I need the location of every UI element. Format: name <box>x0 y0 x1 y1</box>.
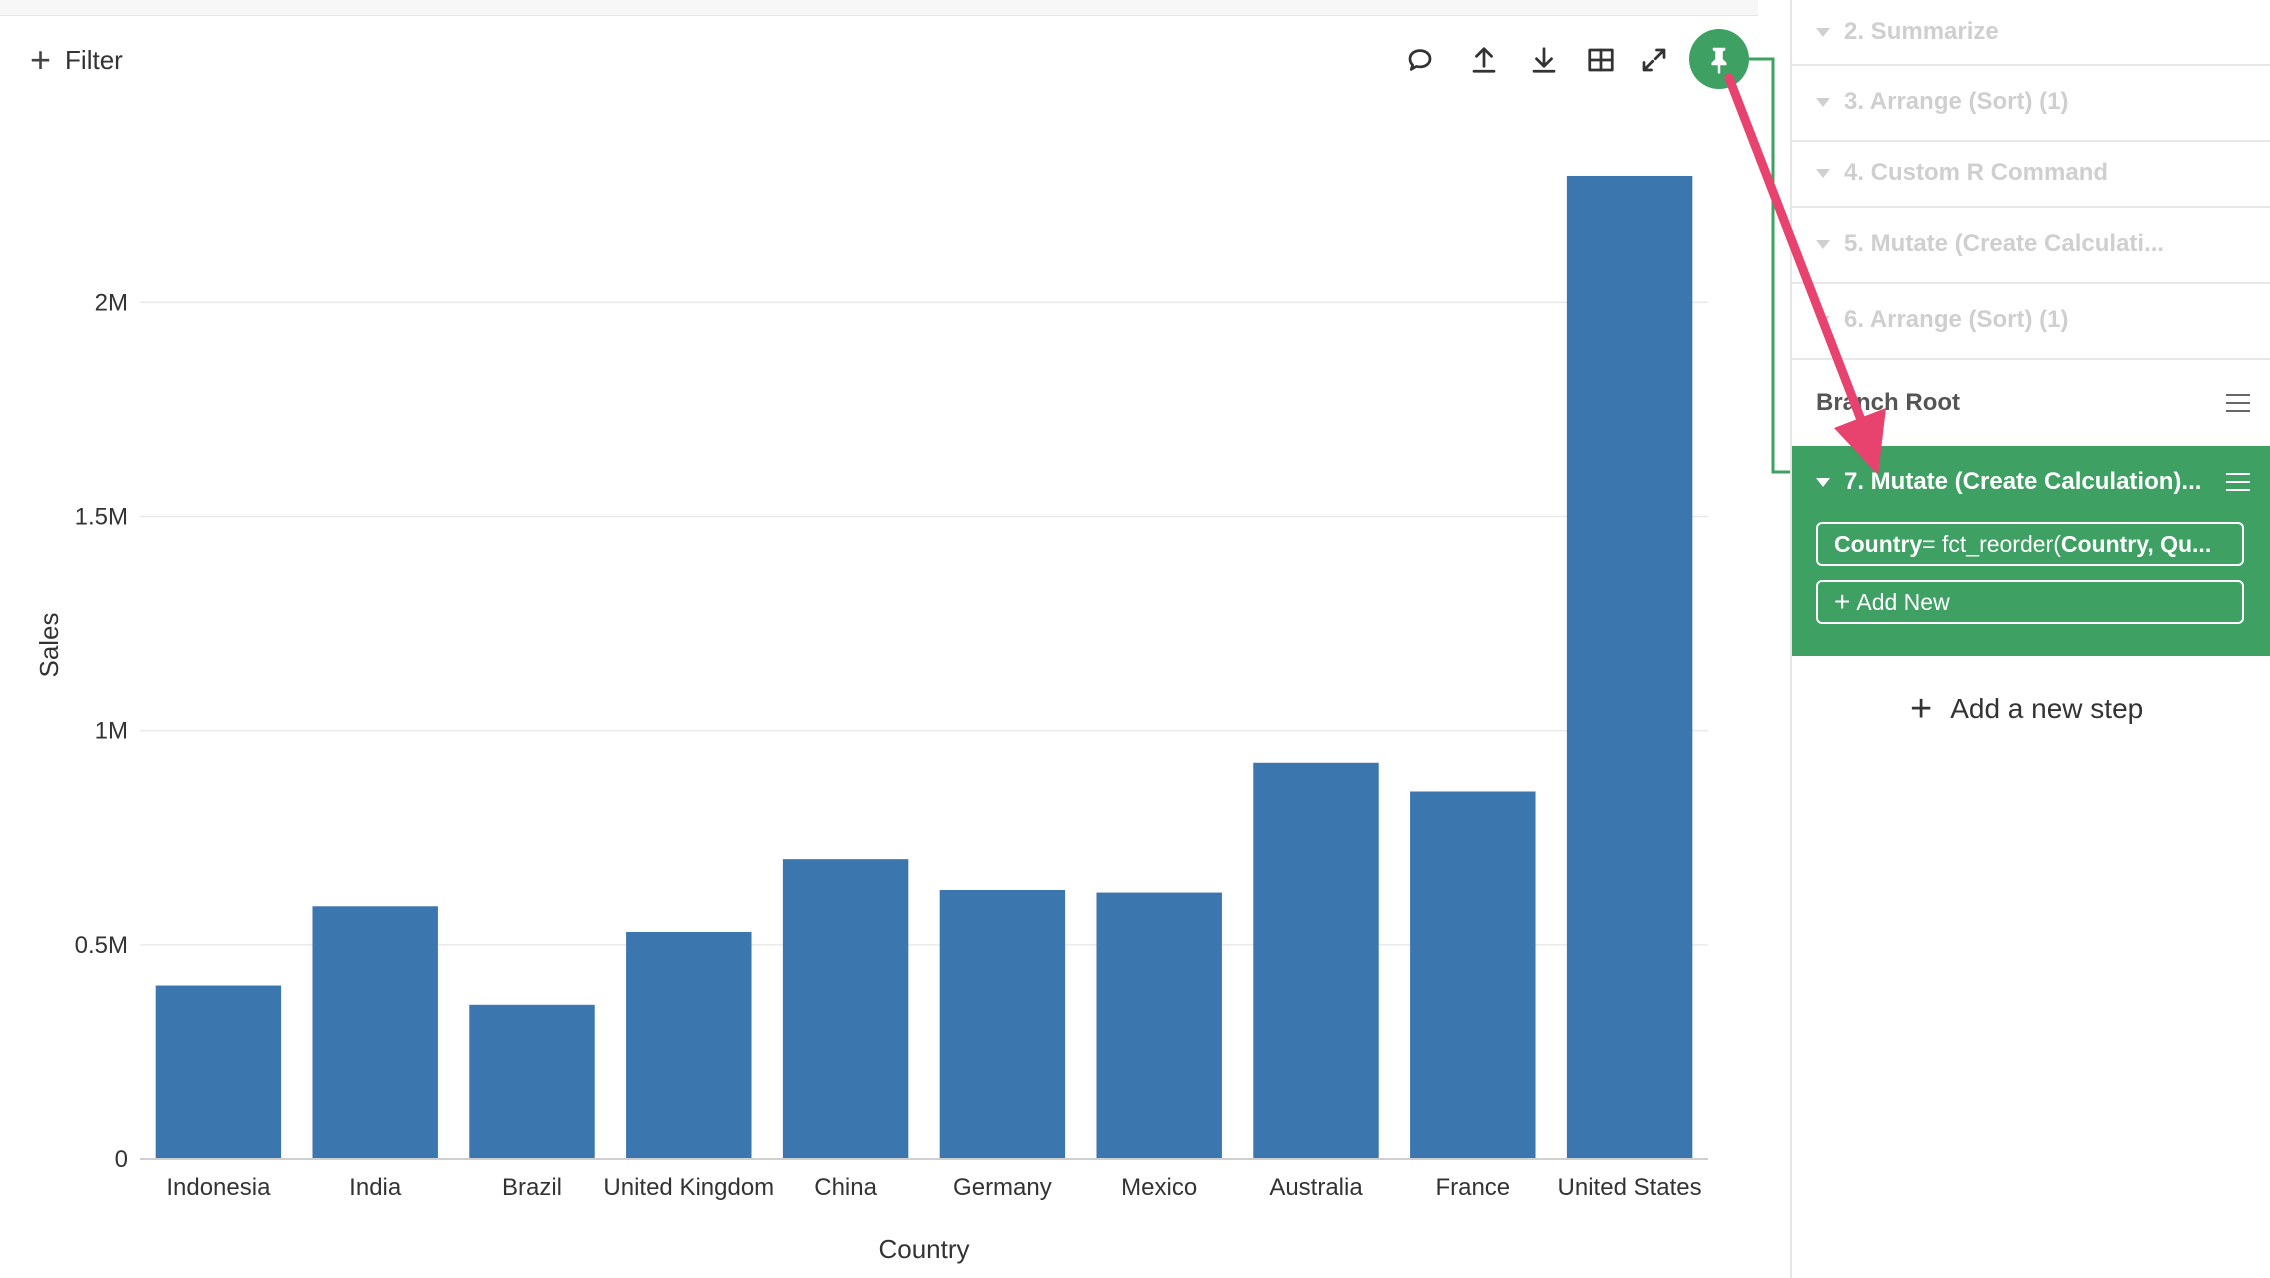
step-label: 5. Mutate (Create Calculati... <box>1844 230 2165 257</box>
calculation-item[interactable]: Country = fct_reorder( Country, Qu... <box>1816 522 2244 566</box>
bar <box>939 890 1066 1159</box>
caret-down-icon <box>1816 239 1830 249</box>
plus-icon: + <box>1910 688 1933 730</box>
table-icon[interactable] <box>1583 42 1619 78</box>
x-tick-label: China <box>814 1174 877 1201</box>
active-step-label: 7. Mutate (Create Calculation)... <box>1844 468 2202 495</box>
active-step-7: 7. Mutate (Create Calculation)... Countr… <box>1792 446 2270 656</box>
bar-chart: 0 0.5M 1M 1.5M 2M Indonesia India Brazil United … <box>34 175 1708 1264</box>
branch-root-label: Branch Root <box>1816 389 1960 416</box>
y-tick-label: 0.5M <box>75 932 128 959</box>
step-label: 3. Arrange (Sort) (1) <box>1844 88 2069 115</box>
x-axis-title: Country <box>878 1234 969 1264</box>
steps-panel: 2. Summarize 3. Arrange (Sort) (1) 4. Cu… <box>1790 0 2270 1278</box>
plus-icon: + <box>1834 586 1851 617</box>
bar <box>155 985 282 1159</box>
bar <box>626 931 752 1159</box>
x-tick-label: India <box>349 1174 402 1201</box>
bar <box>312 906 438 1159</box>
bar <box>469 1004 595 1159</box>
caret-down-icon <box>1816 97 1830 107</box>
x-tick-label: Germany <box>953 1174 1052 1201</box>
x-tick-label: Australia <box>1269 1174 1363 1201</box>
active-step-header[interactable]: 7. Mutate (Create Calculation)... <box>1792 446 2270 518</box>
caret-down-icon <box>1816 168 1830 178</box>
y-tick-label: 1.5M <box>75 504 128 531</box>
step-6[interactable]: 6. Arrange (Sort) (1) <box>1792 282 2270 360</box>
calc-column: Country <box>1834 530 1923 557</box>
x-tick-label: United States <box>1558 1174 1702 1201</box>
add-filter-button[interactable]: + Filter <box>30 42 123 78</box>
caret-down-icon <box>1816 477 1830 487</box>
bar <box>782 859 909 1159</box>
x-tick-label: France <box>1435 1174 1510 1201</box>
step-2[interactable]: 2. Summarize <box>1792 0 2270 66</box>
x-tick-label: Brazil <box>502 1174 562 1201</box>
caret-down-icon <box>1816 315 1830 325</box>
x-tick-label: United Kingdom <box>603 1174 774 1201</box>
calc-arg: Country, Qu... <box>2060 530 2212 557</box>
step-3[interactable]: 3. Arrange (Sort) (1) <box>1792 64 2270 142</box>
branch-root: Branch Root <box>1792 360 2270 446</box>
step-label: 2. Summarize <box>1844 18 1999 45</box>
y-tick-label: 2M <box>95 289 128 316</box>
expand-icon[interactable] <box>1636 42 1672 78</box>
add-new-button[interactable]: + Add New <box>1816 580 2244 624</box>
calc-eq: = fct_reorder( <box>1922 530 2061 557</box>
step-5[interactable]: 5. Mutate (Create Calculati... <box>1792 206 2270 284</box>
x-tick-label: Indonesia <box>166 1174 271 1201</box>
step-label: 6. Arrange (Sort) (1) <box>1844 306 2069 333</box>
caret-down-icon <box>1816 27 1830 37</box>
filter-label: Filter <box>65 44 123 75</box>
y-tick-label: 1M <box>95 718 128 745</box>
add-new-step-button[interactable]: + Add a new step <box>1910 690 2143 728</box>
step-menu-icon[interactable] <box>2226 473 2250 491</box>
x-tick-label: Mexico <box>1121 1174 1197 1201</box>
bar <box>1410 791 1536 1159</box>
plus-icon: + <box>30 39 52 80</box>
y-tick-label: 0 <box>115 1146 128 1173</box>
add-step-label: Add a new step <box>1950 693 2144 724</box>
step-label: 4. Custom R Command <box>1844 159 2109 186</box>
comment-icon[interactable] <box>1402 42 1438 78</box>
bar <box>1253 762 1379 1159</box>
bar <box>1566 175 1693 1160</box>
step-4[interactable]: 4. Custom R Command <box>1792 140 2270 208</box>
branch-menu-icon[interactable] <box>2226 394 2250 412</box>
y-axis-title: Sales <box>34 612 64 677</box>
add-new-label: Add New <box>1856 588 1950 615</box>
top-divider <box>0 0 1758 16</box>
upload-icon[interactable] <box>1466 42 1502 78</box>
bar <box>1096 892 1222 1159</box>
download-icon[interactable] <box>1526 42 1562 78</box>
